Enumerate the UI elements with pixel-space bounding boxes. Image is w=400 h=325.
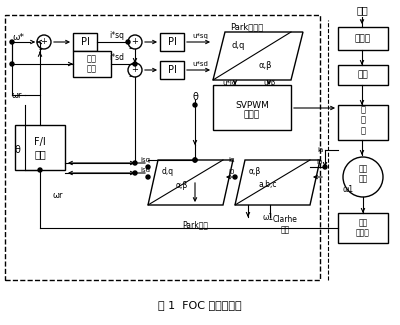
Circle shape (193, 103, 197, 107)
Circle shape (10, 62, 14, 66)
Circle shape (343, 157, 383, 197)
Bar (213, 85, 291, 130)
Text: ω1: ω1 (342, 186, 354, 194)
Text: PI: PI (168, 37, 176, 47)
Text: +: + (132, 66, 138, 74)
Circle shape (193, 158, 197, 162)
Circle shape (38, 168, 42, 172)
Text: α,β: α,β (258, 60, 272, 70)
Text: +: + (132, 37, 138, 46)
Polygon shape (235, 160, 320, 205)
Circle shape (323, 165, 327, 169)
Circle shape (146, 165, 150, 169)
Circle shape (146, 175, 150, 179)
Text: F/I
变换: F/I 变换 (34, 137, 46, 159)
Bar (338, 105, 388, 140)
Text: 磁通
控制: 磁通 控制 (87, 54, 97, 74)
Text: Park逆变换: Park逆变换 (230, 22, 264, 32)
Text: SVPWM: SVPWM (235, 100, 269, 110)
Text: ω*: ω* (12, 33, 24, 43)
Text: 图 1  FOC 控制结构图: 图 1 FOC 控制结构图 (158, 300, 242, 310)
Bar (338, 27, 388, 50)
Text: u*sd: u*sd (192, 61, 208, 67)
Text: ib: ib (317, 159, 323, 165)
Text: isq: isq (140, 157, 150, 163)
Text: ωr: ωr (12, 90, 22, 99)
Text: 滤波: 滤波 (358, 71, 368, 80)
Text: 电源: 电源 (356, 5, 368, 15)
Text: i*sd: i*sd (110, 54, 124, 62)
Circle shape (10, 40, 14, 44)
Circle shape (133, 171, 137, 175)
Text: u*β: u*β (264, 80, 276, 86)
Circle shape (133, 161, 137, 165)
Text: θ: θ (14, 145, 20, 155)
Bar (15, 125, 65, 170)
Text: -: - (128, 71, 132, 81)
Text: θ: θ (192, 92, 198, 102)
Text: i0: i0 (229, 169, 235, 175)
Text: 转速
传感器: 转速 传感器 (356, 218, 370, 238)
Polygon shape (148, 160, 233, 205)
Text: PI: PI (80, 37, 90, 47)
Text: ia: ia (317, 147, 323, 153)
Bar (5, 15, 320, 280)
Text: isd: isd (140, 167, 150, 173)
Text: -: - (128, 43, 132, 53)
Bar (73, 33, 97, 51)
Text: Park变换: Park变换 (182, 220, 208, 229)
Text: -: - (38, 44, 42, 54)
Circle shape (128, 63, 142, 77)
Text: i*sq: i*sq (110, 32, 124, 41)
Text: iα: iα (229, 157, 235, 163)
Text: α,β: α,β (249, 167, 261, 176)
Bar (160, 33, 184, 51)
Circle shape (233, 175, 237, 179)
Text: PI: PI (168, 65, 176, 75)
Text: 整流器: 整流器 (355, 34, 371, 44)
Bar (338, 65, 388, 85)
Text: ωr: ωr (53, 190, 63, 200)
Bar (338, 213, 388, 243)
Bar (73, 51, 111, 77)
Text: u*sq: u*sq (192, 33, 208, 39)
Bar (160, 61, 184, 79)
Circle shape (37, 35, 51, 49)
Text: +: + (40, 37, 48, 46)
Circle shape (128, 35, 142, 49)
Text: Clarhe
变换: Clarhe 变换 (272, 215, 298, 235)
Text: 交流
电机: 交流 电机 (358, 164, 368, 184)
Text: u*iα: u*iα (223, 80, 237, 86)
Circle shape (126, 40, 130, 44)
Text: a,b,c: a,b,c (259, 180, 277, 189)
Circle shape (193, 158, 197, 162)
Text: d,q: d,q (231, 41, 245, 49)
Circle shape (133, 62, 137, 66)
Text: 逆
变
器: 逆 变 器 (360, 105, 366, 135)
Text: 发生器: 发生器 (244, 111, 260, 120)
Text: α,β: α,β (176, 180, 188, 189)
Text: d,q: d,q (162, 167, 174, 176)
Polygon shape (213, 32, 303, 80)
Text: ω1: ω1 (262, 213, 274, 222)
